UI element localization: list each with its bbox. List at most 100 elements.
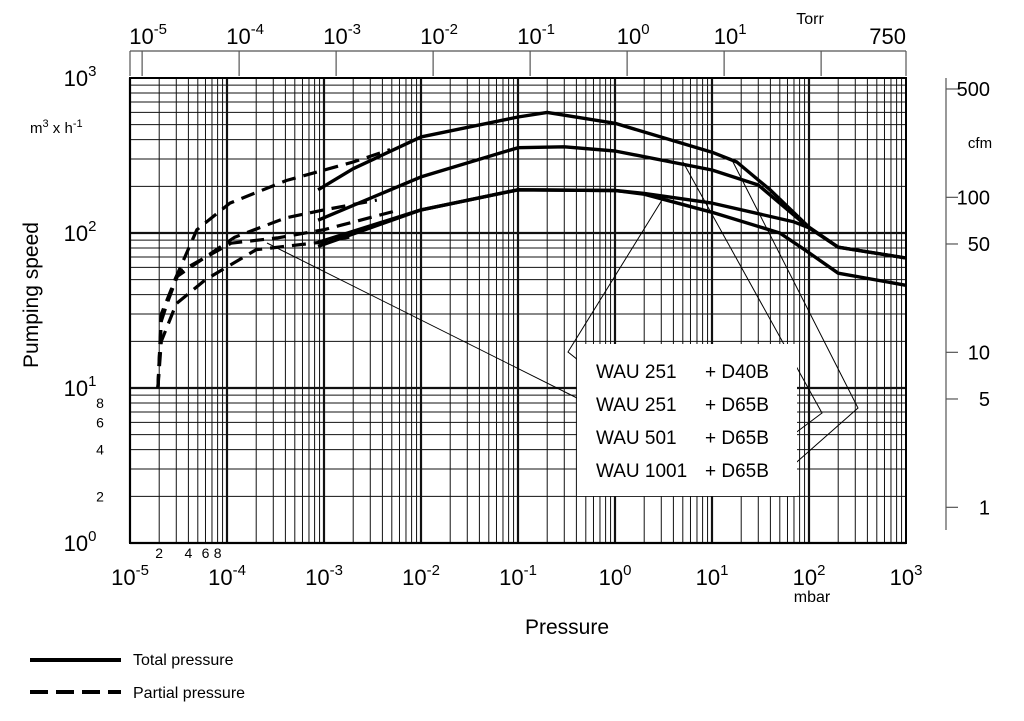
- plot-frame: [129, 77, 907, 544]
- x-tick-label-base: 10: [599, 565, 623, 590]
- x-tick-label: 100: [599, 562, 632, 590]
- x-tick-label-base: 10: [890, 565, 914, 590]
- right-cfm-axis: 500 100 50 10 5 1: [945, 78, 990, 530]
- annotation-model-label: WAU 1001: [596, 461, 687, 482]
- legend-label-total: Total pressure: [133, 652, 234, 669]
- series-lines: [156, 110, 907, 389]
- annotation-pump-label: + D65B: [705, 461, 769, 482]
- legend: Total pressure Partial pressure: [30, 652, 245, 702]
- y-tick-label-exp: 3: [88, 63, 96, 80]
- x-axis-title: Pressure: [525, 616, 609, 639]
- y-tick-label-exp: 0: [88, 528, 96, 545]
- x-tick-label-exp: -3: [330, 562, 343, 579]
- top-tick-label-base: 10: [129, 24, 153, 49]
- x-tick-label-exp: 1: [720, 562, 728, 579]
- x-tick-label-exp: -2: [427, 562, 440, 579]
- x-tick-label-exp: 0: [623, 562, 631, 579]
- y-tick-label-exp: 2: [88, 218, 96, 235]
- partial-pressure-series-line: [156, 234, 354, 389]
- top-tick-label-exp: -4: [251, 21, 264, 38]
- x-tick-label: 10-2: [402, 562, 440, 590]
- y-tick-label: 100: [64, 528, 97, 556]
- x-tick-label: 10-1: [499, 562, 537, 590]
- right-tick-label: 500: [957, 79, 990, 101]
- y-minor-tick-label: 8: [96, 395, 104, 411]
- top-tick-label-exp: -5: [154, 21, 167, 38]
- y-tick-label-base: 10: [64, 221, 88, 246]
- top-unit-label: Torr: [796, 11, 824, 28]
- top-tick-label-base: 10: [517, 24, 541, 49]
- right-tick-label: 100: [957, 187, 990, 209]
- y-tick-label: 101: [64, 373, 97, 401]
- x-tick-label-exp: 2: [817, 562, 825, 579]
- y-tick-label-exp: 1: [88, 373, 96, 390]
- leader-line: [266, 242, 588, 404]
- x-minor-tick-label: 2: [155, 545, 163, 561]
- top-tick-label: 10-4: [226, 21, 264, 49]
- y-tick-label-base: 10: [64, 66, 88, 91]
- x-tick-label: 102: [793, 562, 826, 590]
- x-tick-label-exp: -1: [524, 562, 537, 579]
- legend-label-partial: Partial pressure: [133, 685, 245, 702]
- top-tick-label-base: 10: [617, 24, 641, 49]
- right-tick-label: 10: [968, 342, 990, 364]
- right-tick-label: 5: [979, 389, 990, 411]
- x-tick-label-base: 10: [793, 565, 817, 590]
- right-unit-label: cfm: [968, 135, 992, 152]
- leader-line: [682, 161, 823, 438]
- total-pressure-series-line: [317, 188, 907, 287]
- y-tick-label: 102: [64, 218, 97, 246]
- x-tick-label: 10-3: [305, 562, 343, 590]
- top-tick-label: 10-1: [517, 21, 555, 49]
- top-tick-label: 10-2: [420, 21, 458, 49]
- partial-pressure-series-line: [156, 198, 378, 389]
- top-tick-label: 100: [617, 21, 650, 49]
- x-tick-label-exp: 3: [914, 562, 922, 579]
- x-tick-label-base: 10: [305, 565, 329, 590]
- x-tick-label-exp: -4: [233, 562, 246, 579]
- y-minor-tick-label: 4: [96, 442, 104, 458]
- annotation-pump-label: + D65B: [705, 428, 769, 449]
- top-tick-label-base: 10: [323, 24, 347, 49]
- top-tick-label-base: 10: [226, 24, 250, 49]
- x-tick-label-base: 10: [696, 565, 720, 590]
- top-tick-label: 10-5: [129, 21, 167, 49]
- annotation-pump-label: + D65B: [705, 395, 769, 416]
- top-tick-label-exp: -2: [445, 21, 458, 38]
- x-unit-label: mbar: [794, 589, 831, 606]
- partial-pressure-series-line: [156, 208, 400, 389]
- y-tick-label-base: 10: [64, 376, 88, 401]
- top-tick-label-exp: 0: [641, 21, 649, 38]
- top-tick-label-exp: -3: [348, 21, 361, 38]
- y-tick-label-base: 10: [64, 531, 88, 556]
- right-tick-label: 50: [968, 234, 990, 256]
- y-minor-tick-label: 6: [96, 414, 104, 430]
- x-tick-label-base: 10: [499, 565, 523, 590]
- top-tick-label: 750: [869, 24, 906, 49]
- right-tick-label: 1: [979, 497, 990, 519]
- top-torr-axis: 10-5 10-4 10-3 10-2 10-1 100 101 750: [129, 21, 907, 76]
- x-minor-tick-label: 4: [185, 545, 193, 561]
- annotation-model-label: WAU 501: [596, 428, 677, 449]
- x-tick-label-base: 10: [402, 565, 426, 590]
- annotation-box: WAU 251 + D40B WAU 251 + D65B WAU 501 + D65B W…: [577, 344, 797, 496]
- x-tick-label-base: 10: [111, 565, 135, 590]
- x-tick-label: 10-5: [111, 562, 149, 590]
- y-minor-tick-label: 2: [96, 488, 104, 504]
- top-tick-label-base: 10: [714, 24, 738, 49]
- y-tick-label: 103: [64, 63, 97, 91]
- grid: [128, 77, 907, 545]
- top-tick-label: 10-3: [323, 21, 361, 49]
- x-tick-label-base: 10: [208, 565, 232, 590]
- x-minor-tick-label: 8: [214, 545, 222, 561]
- top-tick-label: 101: [714, 21, 747, 49]
- total-pressure-series-line: [317, 145, 907, 260]
- x-tick-label-exp: -5: [136, 562, 149, 579]
- top-tick-label-base: 10: [420, 24, 444, 49]
- leader-line: [731, 159, 859, 469]
- top-tick-label-base: 750: [869, 24, 906, 49]
- x-minor-tick-label: 6: [202, 545, 210, 561]
